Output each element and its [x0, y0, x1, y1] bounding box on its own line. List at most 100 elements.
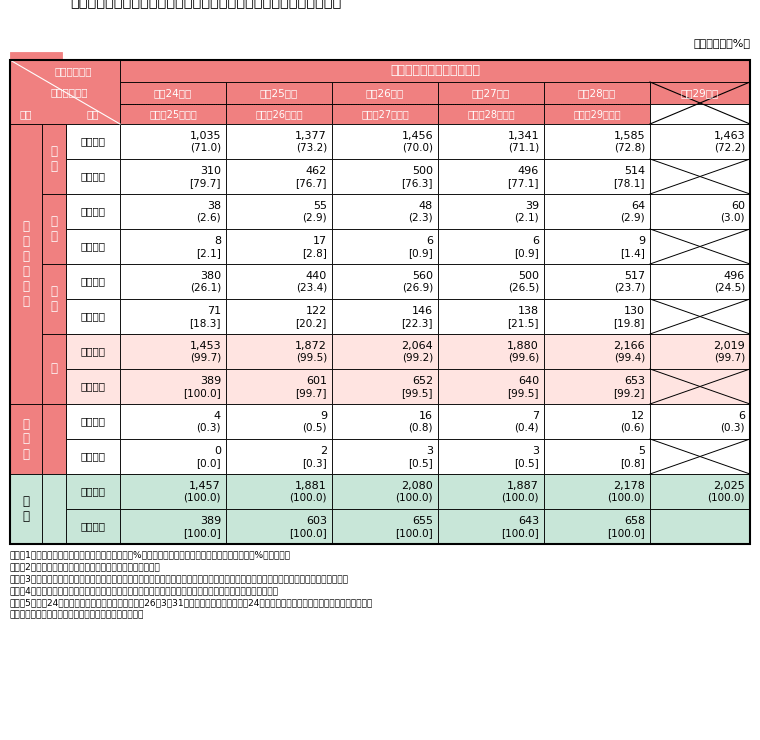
Bar — [438, 509, 544, 544]
Text: （平成27年度）: （平成27年度） — [361, 109, 409, 119]
Text: 平成24年度: 平成24年度 — [154, 88, 192, 98]
Text: 採用者数: 採用者数 — [81, 451, 106, 462]
Bar — [650, 509, 750, 544]
Text: [100.0]: [100.0] — [502, 528, 539, 538]
Text: (2.1): (2.1) — [515, 213, 539, 223]
Text: 389: 389 — [200, 516, 221, 525]
Text: 146: 146 — [412, 306, 433, 315]
Text: 17: 17 — [313, 235, 327, 246]
Bar — [332, 509, 438, 544]
Bar — [66, 369, 120, 404]
Text: 合格者数: 合格者数 — [81, 417, 106, 426]
Text: そ
の
他: そ の 他 — [23, 417, 30, 460]
Bar — [438, 194, 544, 229]
Text: 1,453: 1,453 — [189, 340, 221, 351]
Text: (0.4): (0.4) — [515, 423, 539, 433]
Text: 1,377: 1,377 — [295, 130, 327, 141]
Bar — [42, 334, 66, 404]
Bar — [332, 334, 438, 369]
Text: [79.7]: [79.7] — [189, 178, 221, 188]
Bar — [544, 124, 650, 159]
Text: [100.0]: [100.0] — [183, 528, 221, 538]
Bar — [10, 60, 750, 544]
Text: 採用者数: 採用者数 — [81, 522, 106, 531]
Text: 1,035: 1,035 — [189, 130, 221, 141]
Bar — [120, 82, 226, 104]
Text: [99.2]: [99.2] — [613, 388, 645, 398]
Text: 採用者数: 採用者数 — [81, 172, 106, 181]
Bar — [226, 509, 332, 544]
Text: (2.6): (2.6) — [196, 213, 221, 223]
Text: [0.5]: [0.5] — [515, 458, 539, 468]
Bar — [120, 334, 226, 369]
Text: (2.9): (2.9) — [302, 213, 327, 223]
Text: [100.0]: [100.0] — [395, 528, 433, 538]
Bar — [438, 82, 544, 104]
Text: 2,178: 2,178 — [613, 480, 645, 491]
Text: 48: 48 — [419, 201, 433, 211]
Text: 39: 39 — [525, 201, 539, 211]
Bar — [226, 82, 332, 104]
Text: 462: 462 — [306, 166, 327, 175]
Text: [21.5]: [21.5] — [508, 317, 539, 328]
Bar — [544, 474, 650, 509]
Text: (0.3): (0.3) — [197, 423, 221, 433]
Text: 1,463: 1,463 — [714, 130, 745, 141]
Bar — [226, 124, 332, 159]
Bar — [10, 60, 120, 124]
Bar — [544, 194, 650, 229]
Text: 380: 380 — [200, 271, 221, 280]
Text: （単位：人、%）: （単位：人、%） — [693, 38, 750, 48]
Text: 9: 9 — [638, 235, 645, 246]
Bar — [438, 404, 544, 439]
Bar — [42, 264, 66, 334]
Text: 合格者数: 合格者数 — [81, 277, 106, 286]
Text: (23.7): (23.7) — [614, 283, 645, 293]
Text: 1,456: 1,456 — [401, 130, 433, 141]
Text: 1,872: 1,872 — [295, 340, 327, 351]
Text: 517: 517 — [624, 271, 645, 280]
Bar — [226, 474, 332, 509]
Bar — [120, 299, 226, 334]
Text: 514: 514 — [624, 166, 645, 175]
Bar — [226, 264, 332, 299]
Text: (23.4): (23.4) — [296, 283, 327, 293]
Text: 496: 496 — [724, 271, 745, 280]
Text: (99.2): (99.2) — [402, 353, 433, 363]
Text: 3: 3 — [532, 445, 539, 456]
Text: (100.0): (100.0) — [395, 493, 433, 502]
Text: 採用者数: 採用者数 — [81, 312, 106, 321]
Bar — [544, 509, 650, 544]
Text: (0.6): (0.6) — [620, 423, 645, 433]
Text: 公
立: 公 立 — [50, 215, 58, 243]
Bar — [650, 299, 750, 334]
Bar — [438, 104, 544, 124]
Text: 130: 130 — [624, 306, 645, 315]
Text: 平成28年度: 平成28年度 — [578, 88, 616, 98]
Text: [78.1]: [78.1] — [613, 178, 645, 188]
Text: (71.0): (71.0) — [190, 143, 221, 152]
Bar — [650, 474, 750, 509]
Bar — [66, 229, 120, 264]
Text: 55: 55 — [313, 201, 327, 211]
Bar — [332, 264, 438, 299]
Bar — [332, 439, 438, 474]
Bar — [226, 299, 332, 334]
Bar — [650, 159, 750, 194]
Text: (26.1): (26.1) — [190, 283, 221, 293]
Bar — [66, 159, 120, 194]
Text: 12: 12 — [631, 411, 645, 420]
Bar — [226, 334, 332, 369]
Bar — [650, 334, 750, 369]
Bar — [438, 474, 544, 509]
Bar — [650, 229, 750, 264]
Text: 440: 440 — [306, 271, 327, 280]
Text: 1,880: 1,880 — [507, 340, 539, 351]
Bar — [66, 509, 120, 544]
Text: 500: 500 — [412, 166, 433, 175]
Bar — [66, 194, 120, 229]
Bar — [120, 439, 226, 474]
Bar — [42, 194, 66, 264]
Bar — [650, 104, 750, 124]
Bar — [226, 229, 332, 264]
